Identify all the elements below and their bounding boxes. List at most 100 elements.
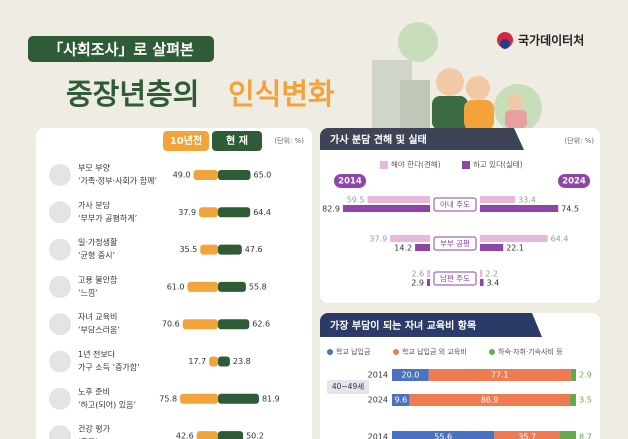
value-label: 55.6 bbox=[434, 433, 452, 439]
value-label: 2.2 bbox=[485, 270, 498, 279]
unit: (단위: %) bbox=[274, 136, 304, 145]
category-box bbox=[433, 271, 477, 286]
legend-swatch bbox=[327, 349, 333, 355]
row-label: ‘하고(되어) 있음’ bbox=[78, 399, 136, 409]
bar-segment bbox=[494, 431, 560, 439]
year-label: 2024 bbox=[562, 177, 586, 187]
value-label: 61.0 bbox=[167, 282, 185, 291]
bar bbox=[180, 393, 218, 404]
bar-segment bbox=[392, 369, 429, 381]
bar bbox=[218, 281, 246, 292]
title-tab bbox=[320, 313, 542, 337]
row-icon bbox=[49, 164, 71, 186]
value-label: 81.9 bbox=[262, 394, 280, 403]
unit: (단위: %) bbox=[564, 136, 594, 145]
row-label: 건강 평가 bbox=[78, 424, 111, 434]
row-label: 자녀 교육비 bbox=[78, 313, 117, 322]
value-label: 65.0 bbox=[254, 171, 272, 180]
row-label: ‘좋음’ bbox=[78, 438, 98, 439]
value-label: 55.8 bbox=[249, 282, 267, 291]
value-label: 82.9 bbox=[322, 205, 340, 214]
row-label: 2014 bbox=[368, 371, 388, 380]
value-label: 2.9 bbox=[411, 279, 424, 288]
bar bbox=[218, 319, 250, 330]
year-badge bbox=[558, 174, 590, 188]
value-label: 37.9 bbox=[369, 235, 387, 244]
value-label: 8.7 bbox=[579, 433, 592, 439]
value-label: 37.9 bbox=[178, 208, 196, 217]
panel bbox=[320, 128, 600, 303]
bar bbox=[480, 279, 484, 286]
bar-segment bbox=[559, 431, 576, 439]
bar-segment bbox=[409, 394, 570, 406]
bar bbox=[209, 356, 218, 367]
chart-title: 가사 분담 견해 및 실태 bbox=[330, 133, 427, 146]
row-label: ‘부담스러움’ bbox=[78, 325, 120, 335]
bar bbox=[218, 431, 244, 439]
value-label: 75.8 bbox=[159, 394, 177, 403]
row-label: 일·가정생활 bbox=[78, 237, 118, 247]
value-label: 74.5 bbox=[561, 205, 579, 214]
bar bbox=[187, 281, 218, 292]
title-accent: 인식변화 bbox=[228, 77, 335, 111]
value-label: 47.6 bbox=[245, 245, 263, 254]
value-label: 23.8 bbox=[233, 357, 251, 366]
row-label: 2014 bbox=[368, 433, 388, 439]
legend-swatch bbox=[380, 161, 388, 169]
value-label: 50.2 bbox=[246, 432, 264, 439]
bar bbox=[200, 244, 218, 255]
legend-label: 10년전 bbox=[170, 134, 202, 147]
row-label: ‘부부가 공평하게’ bbox=[78, 213, 137, 223]
bar-segment bbox=[569, 394, 576, 406]
value-label: 3.5 bbox=[579, 396, 592, 405]
value-label: 64.4 bbox=[551, 235, 569, 244]
panel bbox=[36, 128, 312, 439]
row-icon bbox=[49, 350, 71, 373]
row-icon bbox=[49, 313, 71, 336]
bar bbox=[218, 170, 251, 180]
row-label: 1년 전보다 bbox=[78, 349, 116, 359]
logo-mark bbox=[500, 39, 510, 49]
row-icon bbox=[49, 425, 71, 439]
bar bbox=[367, 196, 430, 203]
value-label: 2.6 bbox=[412, 270, 425, 279]
bar bbox=[480, 235, 548, 242]
bar bbox=[218, 393, 259, 404]
group-box bbox=[327, 380, 369, 394]
bar bbox=[182, 319, 218, 330]
bar-segment bbox=[392, 431, 495, 439]
bar bbox=[342, 205, 430, 212]
bar bbox=[480, 270, 483, 277]
row-icon bbox=[49, 201, 71, 224]
value-label: 22.1 bbox=[506, 244, 524, 253]
row-label: 가사 분담 bbox=[78, 200, 111, 210]
bar bbox=[427, 270, 430, 277]
year-badge bbox=[334, 174, 366, 188]
value-label: 64.4 bbox=[253, 208, 271, 217]
category-label: 아내 주도 bbox=[440, 199, 470, 209]
value-label: 14.2 bbox=[394, 244, 412, 253]
bar-segment bbox=[428, 369, 571, 381]
bar bbox=[218, 207, 251, 218]
bar-segment bbox=[392, 394, 410, 406]
legend-swatch bbox=[163, 131, 209, 151]
group-label: 40~49세 bbox=[332, 382, 364, 391]
value-label: 3.4 bbox=[487, 279, 500, 288]
value-label: 77.1 bbox=[491, 371, 509, 380]
logo-text: 국가데이터처 bbox=[518, 33, 584, 48]
legend-label: 현 재 bbox=[226, 134, 248, 147]
bar bbox=[390, 235, 430, 242]
bar bbox=[415, 244, 430, 251]
row-icon bbox=[49, 275, 71, 298]
value-label: 9.6 bbox=[394, 396, 407, 405]
category-box bbox=[433, 197, 477, 212]
value-label: 35.5 bbox=[179, 245, 197, 254]
category-box bbox=[433, 236, 477, 251]
bar bbox=[480, 244, 504, 251]
subtitle-box bbox=[28, 36, 214, 62]
legend-swatch bbox=[212, 131, 262, 151]
value-label: 42.6 bbox=[176, 432, 194, 439]
category-label: 남편 주도 bbox=[440, 273, 470, 283]
bar bbox=[218, 356, 230, 367]
row-icon bbox=[49, 387, 71, 410]
